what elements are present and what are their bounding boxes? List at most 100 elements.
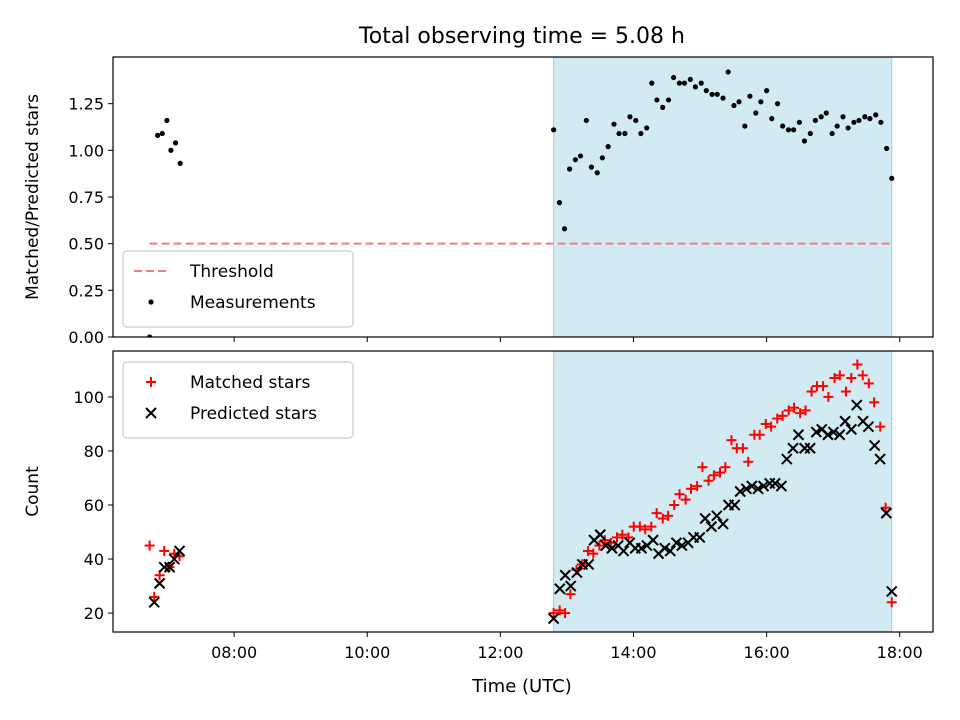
- measurement-point: [785, 127, 792, 133]
- measurement-point: [780, 123, 786, 129]
- predicted-star-point: [582, 558, 595, 571]
- measurement-point: [583, 117, 589, 124]
- matched-star-point: [588, 548, 599, 559]
- measurement-point: [154, 132, 161, 138]
- matched-star-point: [886, 597, 897, 608]
- predicted-star-point: [880, 507, 892, 519]
- measurement-point: [823, 110, 829, 116]
- measurement-point: [878, 119, 884, 125]
- predicted-star-point: [554, 583, 566, 595]
- matched-star-point: [651, 508, 662, 519]
- x-tick-label: 10:00: [344, 643, 390, 662]
- measurement-point: [611, 121, 617, 127]
- matched-star-point: [692, 481, 703, 492]
- predicted-star-point: [163, 561, 176, 573]
- measurement-point: [790, 127, 797, 133]
- predicted-star-point: [705, 520, 718, 533]
- y-tick-label: 0.50: [68, 235, 104, 254]
- matched-star-point: [840, 386, 851, 397]
- measurement-point: [567, 166, 573, 172]
- predicted-star-point: [851, 399, 863, 411]
- matched-star-point: [646, 521, 657, 532]
- measurement-point: [725, 69, 731, 75]
- measurement-point: [681, 80, 688, 86]
- count-axes-frame: [112, 350, 934, 633]
- matched-star-point: [869, 397, 880, 408]
- legend-label: Threshold: [189, 262, 274, 282]
- measurement-point: [764, 88, 770, 94]
- predicted-star-point: [769, 477, 781, 490]
- measurement-point: [556, 200, 563, 206]
- measurement-point: [703, 88, 709, 94]
- measurement-point: [856, 117, 862, 124]
- predicted-star-point: [635, 542, 648, 554]
- x-axis-label: Time (UTC): [471, 676, 572, 697]
- matched-star-point: [863, 378, 874, 389]
- matched-star-point: [611, 532, 622, 543]
- measurement-point: [159, 130, 165, 137]
- measurement-point: [644, 125, 650, 131]
- predicted-star-point: [740, 483, 753, 495]
- matched-star-point: [640, 524, 651, 535]
- matched-star-point: [726, 435, 737, 446]
- matched-star-point: [582, 545, 593, 556]
- predicted-star-point: [559, 569, 571, 581]
- measurement-point: [812, 117, 818, 124]
- predicted-star-point: [775, 480, 788, 492]
- measurement-point: [818, 114, 824, 120]
- measurement-point: [594, 170, 600, 176]
- predicted-star-point: [746, 480, 758, 492]
- matched-star-point: [737, 443, 748, 454]
- predicted-star-point: [868, 439, 881, 452]
- measurement-point: [714, 91, 720, 97]
- matched-star-point: [703, 475, 714, 486]
- measurement-point: [758, 99, 764, 105]
- observing-window-span: [553, 56, 893, 338]
- measurement-point: [572, 157, 579, 163]
- y-tick-label: 60: [84, 496, 104, 515]
- measurement-point: [588, 164, 595, 170]
- predicted-star-point: [792, 429, 805, 441]
- count-panel: 20 40 60 80 100 08:00 10:00 12:00 14:00 16:00 18:0…: [23, 350, 934, 662]
- measurement-point: [665, 97, 672, 103]
- predicted-star-point: [717, 518, 729, 530]
- predicted-star-point: [694, 531, 706, 544]
- matched-star-point: [743, 456, 754, 467]
- measurement-point: [845, 125, 851, 131]
- predicted-star-point: [874, 453, 886, 465]
- predicted-star-point: [729, 499, 741, 511]
- matched-star-point: [715, 467, 726, 478]
- measurement-point: [670, 74, 677, 81]
- predicted-star-point: [571, 566, 583, 579]
- matched-star-point: [697, 462, 708, 473]
- legend-label: Matched stars: [190, 373, 310, 393]
- x-tick-label: 08:00: [211, 643, 257, 662]
- matched-star-point: [144, 540, 155, 551]
- y-tick-label: 20: [84, 604, 104, 623]
- measurement-point: [172, 140, 179, 146]
- x-tick-label: 18:00: [877, 643, 923, 662]
- matched-star-point: [149, 591, 160, 602]
- predicted-star-point: [565, 580, 577, 592]
- matched-star-point: [857, 370, 868, 381]
- matched-star-point: [766, 421, 777, 432]
- predicted-star-point: [617, 545, 630, 557]
- predicted-star-point: [168, 553, 180, 565]
- predicted-star-point: [173, 545, 186, 557]
- y-axis-label: Matched/Predicted stars: [23, 94, 43, 300]
- predicted-star-point: [833, 429, 846, 441]
- matched-star-point: [663, 510, 674, 521]
- predicted-star-point: [810, 426, 823, 438]
- measurement-point: [774, 101, 781, 107]
- measurement-point: [616, 130, 622, 137]
- matched-star-point: [783, 405, 794, 416]
- y-tick-label: 40: [84, 550, 104, 569]
- predicted-star-point: [659, 542, 671, 554]
- measurement-point: [164, 117, 170, 124]
- measurement-point: [720, 95, 726, 101]
- predicted-star-point: [647, 534, 659, 546]
- predicted-star-point: [781, 453, 793, 465]
- measurement-point: [622, 130, 628, 137]
- x-tick-label: 16:00: [744, 643, 790, 662]
- measurement-point: [577, 153, 584, 159]
